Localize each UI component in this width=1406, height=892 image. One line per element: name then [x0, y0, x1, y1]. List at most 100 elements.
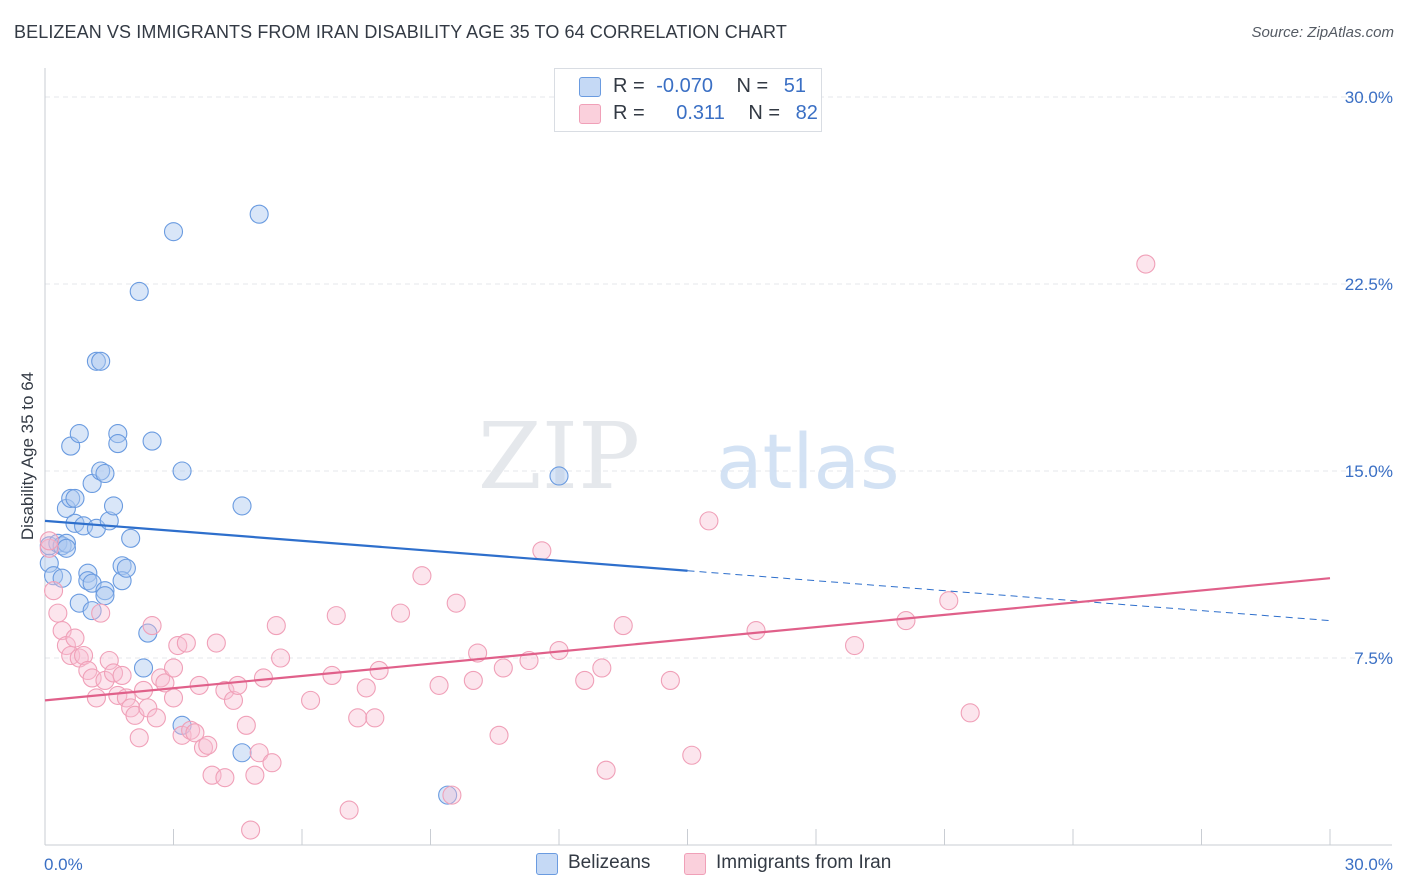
iran-point-51	[266, 616, 286, 636]
iran-point-71	[532, 541, 552, 561]
iran-point-43	[223, 690, 244, 710]
iran-point-53	[301, 690, 321, 710]
belizeans-point-26	[95, 586, 115, 606]
y-tick-label-1: 15.0%	[1345, 462, 1393, 481]
iran-point-65	[446, 593, 466, 613]
iran-point-78	[682, 745, 702, 765]
iran-point-69	[493, 658, 513, 678]
belizeans-point-7	[56, 538, 76, 558]
iran-point-61	[390, 603, 411, 623]
data-points	[39, 204, 1156, 840]
iran-point-66	[463, 670, 483, 690]
iran-point-79	[699, 511, 719, 531]
belizeans-point-40	[163, 222, 184, 242]
belizeans-point-46	[438, 785, 458, 805]
iran-point-15	[99, 650, 119, 671]
iran-legend-label: Immigrants from Iran	[716, 852, 892, 873]
iran-point-80	[746, 621, 766, 641]
iran-point-35	[185, 723, 205, 743]
iran-point-50	[262, 753, 282, 773]
iran-swatch	[579, 104, 601, 124]
iran-point-2	[44, 581, 64, 601]
iran-point-60	[369, 660, 389, 681]
stats-legend: R = -0.070 N = 51 R = 0.311 N = 82	[554, 68, 822, 132]
belizeans-point-47	[549, 466, 569, 486]
belizeans-n-value: 51	[783, 75, 807, 97]
belizeans-legend-label: Belizeans	[568, 852, 651, 873]
iran-point-55	[326, 606, 346, 626]
axes	[44, 68, 1392, 846]
iran-point-28	[155, 673, 175, 693]
watermark: ZIP atlas	[478, 403, 900, 510]
iran-point-77	[660, 670, 680, 690]
iran-point-40	[206, 633, 226, 653]
watermark-zip: ZIP	[478, 403, 640, 510]
belizeans-point-35	[121, 528, 141, 548]
belizeans-point-27	[95, 463, 115, 484]
belizeans-point-44	[232, 743, 252, 763]
iran-point-81	[844, 635, 865, 656]
iran-point-59	[365, 708, 385, 728]
iran-point-26	[146, 708, 166, 728]
belizeans-point-31	[108, 434, 128, 454]
iran-point-45	[236, 715, 256, 735]
belizeans-point-29	[103, 496, 124, 516]
iran-point-18	[112, 665, 132, 686]
iran-point-3	[48, 603, 68, 623]
iran-point-30	[163, 688, 184, 708]
n-label: N =	[748, 102, 781, 124]
iran-point-7	[65, 628, 85, 648]
iran-point-33	[176, 633, 196, 653]
iran-r-value: 0.311	[676, 102, 725, 124]
belizeans-point-34	[116, 558, 136, 578]
belizeans-point-23	[91, 351, 111, 371]
iran-point-1	[39, 531, 59, 551]
iran-point-82	[896, 611, 916, 631]
belizeans-point-30	[108, 424, 128, 444]
iran-point-47	[245, 765, 265, 785]
y-axis-label: Disability Age 35 to 64	[18, 372, 37, 540]
x-tick-label-1: 30.0%	[1345, 855, 1393, 874]
iran-point-42	[215, 768, 235, 788]
iran-point-85	[1136, 254, 1156, 274]
iran-legend-swatch	[684, 853, 706, 875]
iran-point-75	[596, 760, 616, 780]
iran-point-56	[339, 800, 359, 820]
iran-point-62	[412, 566, 432, 586]
iran-point-44	[228, 675, 248, 695]
iran-point-57	[348, 708, 368, 728]
iran-point-22	[129, 728, 149, 748]
r-label: R =	[613, 102, 645, 124]
belizeans-point-25	[95, 581, 115, 601]
iran-point-84	[960, 703, 980, 723]
belizeans-point-39	[142, 431, 162, 451]
source-label: Source: ZipAtlas.com	[1251, 24, 1394, 41]
iran-point-38	[198, 735, 218, 755]
belizeans-trend-line	[44, 519, 688, 572]
n-label: N =	[736, 75, 769, 97]
iran-point-64	[442, 785, 462, 805]
iran-point-67	[468, 643, 488, 663]
x-tick-label-0: 0.0%	[44, 855, 83, 874]
belizeans-point-43	[232, 496, 252, 516]
iran-point-48	[249, 743, 269, 763]
iran-point-58	[356, 678, 376, 698]
belizeans-point-1	[39, 553, 59, 573]
y-tick-label-0: 7.5%	[1354, 649, 1393, 668]
grid-lines	[45, 96, 1392, 659]
belizeans-legend-swatch	[536, 853, 558, 875]
watermark-atlas: atlas	[716, 417, 900, 506]
belizeans-point-42	[172, 461, 192, 481]
tick-labels: 7.5% 15.0% 22.5% 30.0% 0.0% 30.0%	[44, 88, 1393, 874]
iran-point-54	[322, 665, 342, 686]
y-tick-label-3: 30.0%	[1345, 88, 1393, 107]
iran-point-70	[519, 650, 539, 671]
iran-point-52	[271, 648, 291, 668]
iran-point-68	[489, 725, 509, 745]
belizeans-r-value: -0.070	[656, 75, 713, 97]
iran-point-63	[429, 675, 449, 695]
iran-point-73	[575, 670, 595, 690]
belizeans-point-12	[65, 488, 85, 508]
iran-point-74	[592, 658, 612, 678]
